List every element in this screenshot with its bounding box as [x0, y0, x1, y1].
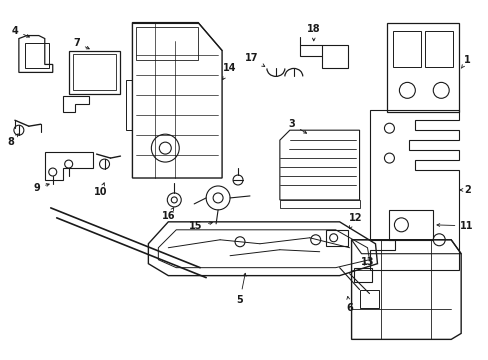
Text: 7: 7 [73, 37, 89, 49]
Text: 4: 4 [12, 26, 29, 37]
Text: 12: 12 [348, 213, 362, 229]
Text: 3: 3 [288, 119, 306, 133]
Text: 13: 13 [360, 257, 373, 267]
Text: 11: 11 [436, 221, 473, 231]
Text: 16: 16 [161, 208, 175, 221]
Text: 1: 1 [460, 55, 469, 68]
Text: 5: 5 [236, 273, 245, 305]
Text: 6: 6 [346, 296, 352, 312]
Text: 2: 2 [459, 185, 469, 195]
Text: 10: 10 [94, 183, 107, 197]
Text: 9: 9 [33, 183, 49, 193]
Text: 8: 8 [7, 134, 18, 147]
Text: 18: 18 [306, 24, 320, 41]
Text: 17: 17 [244, 54, 264, 67]
Text: 15: 15 [189, 221, 212, 231]
Text: 14: 14 [222, 63, 236, 80]
